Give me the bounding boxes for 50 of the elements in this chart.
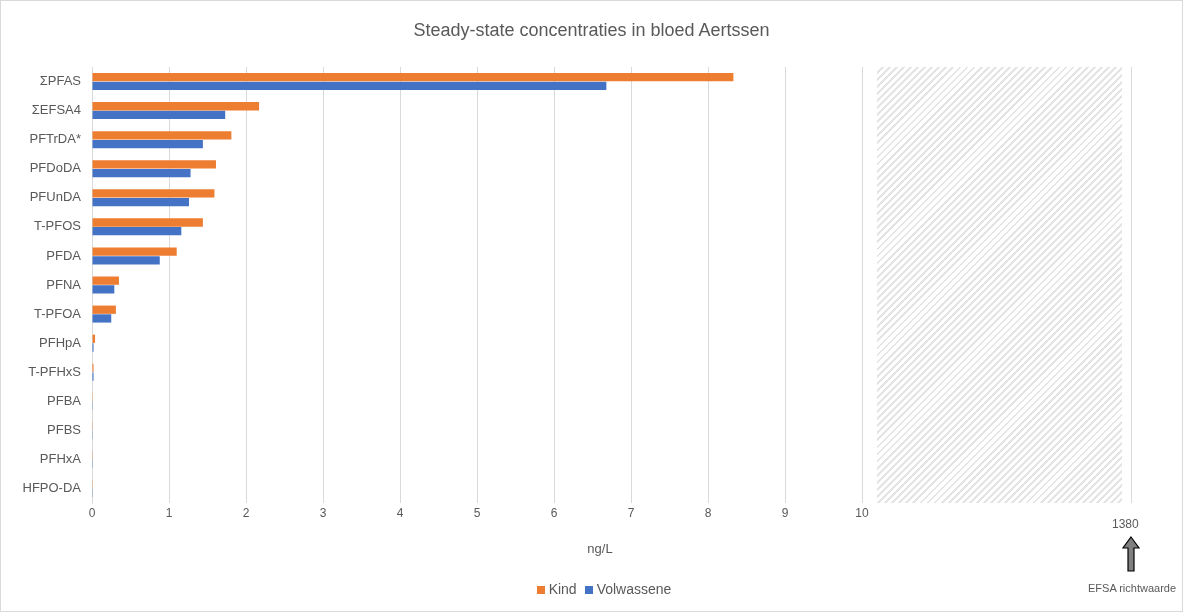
bar [92,110,226,120]
y-tick-label: PFDA [46,247,82,263]
bar [92,102,260,111]
y-tick-label: PFTrDA* [29,131,81,147]
x-tick-label: 1 [165,505,173,520]
y-tick-label: T-PFHxS [28,363,82,379]
bar [92,198,190,207]
text: EFSA richtwaarde [1088,582,1177,594]
y-tick-label: PFUnDA [29,189,82,205]
y-tick-label: T-PFOS [34,218,82,234]
y-tick-label: PFHxA [39,450,82,466]
text: 1380 [1112,517,1139,531]
bar [92,285,115,294]
x-tick-label: 7 [627,505,635,520]
bar [92,276,119,285]
legend-label: Kind [548,581,577,597]
y-tick-label: HFPO-DA [22,480,82,496]
x-tick-label: 10 [855,505,869,520]
bar [92,314,112,323]
bar [92,160,216,169]
y-tick-label: ΣEFSA4 [31,102,81,118]
bar [92,81,607,91]
y-tick-label: PFDoDA [29,160,82,176]
chart-title: Steady-state concentraties in bloed Aertssen [412,20,771,41]
y-tick-label: PFHpA [39,334,82,350]
bar [92,227,182,236]
y-tick-label: T-PFOA [34,305,82,321]
x-tick-label: 4 [396,505,404,520]
bar [92,131,232,140]
bar [92,73,734,82]
y-tick-label: ΣPFAS [39,73,82,89]
y-tick-label: PFNA [46,276,82,292]
y-tick-label: PFBS [47,421,82,437]
x-tick-label: 3 [319,505,327,520]
x-tick-label: 6 [550,505,558,520]
bar [92,256,160,265]
bar [92,168,191,178]
bar [92,139,203,149]
bar [92,218,203,227]
x-tick-label: 2 [242,505,250,520]
x-tick-label: 8 [704,505,712,520]
x-tick-label: 0 [88,505,96,520]
x-tick-label: 5 [473,505,481,520]
bar [92,305,116,314]
y-tick-label: PFBA [47,392,82,408]
x-axis-title: ng/L [586,541,614,556]
bar [92,247,177,256]
legend-label: Volwassene [596,581,672,597]
bar [92,189,215,198]
x-tick-label: 9 [781,505,789,520]
